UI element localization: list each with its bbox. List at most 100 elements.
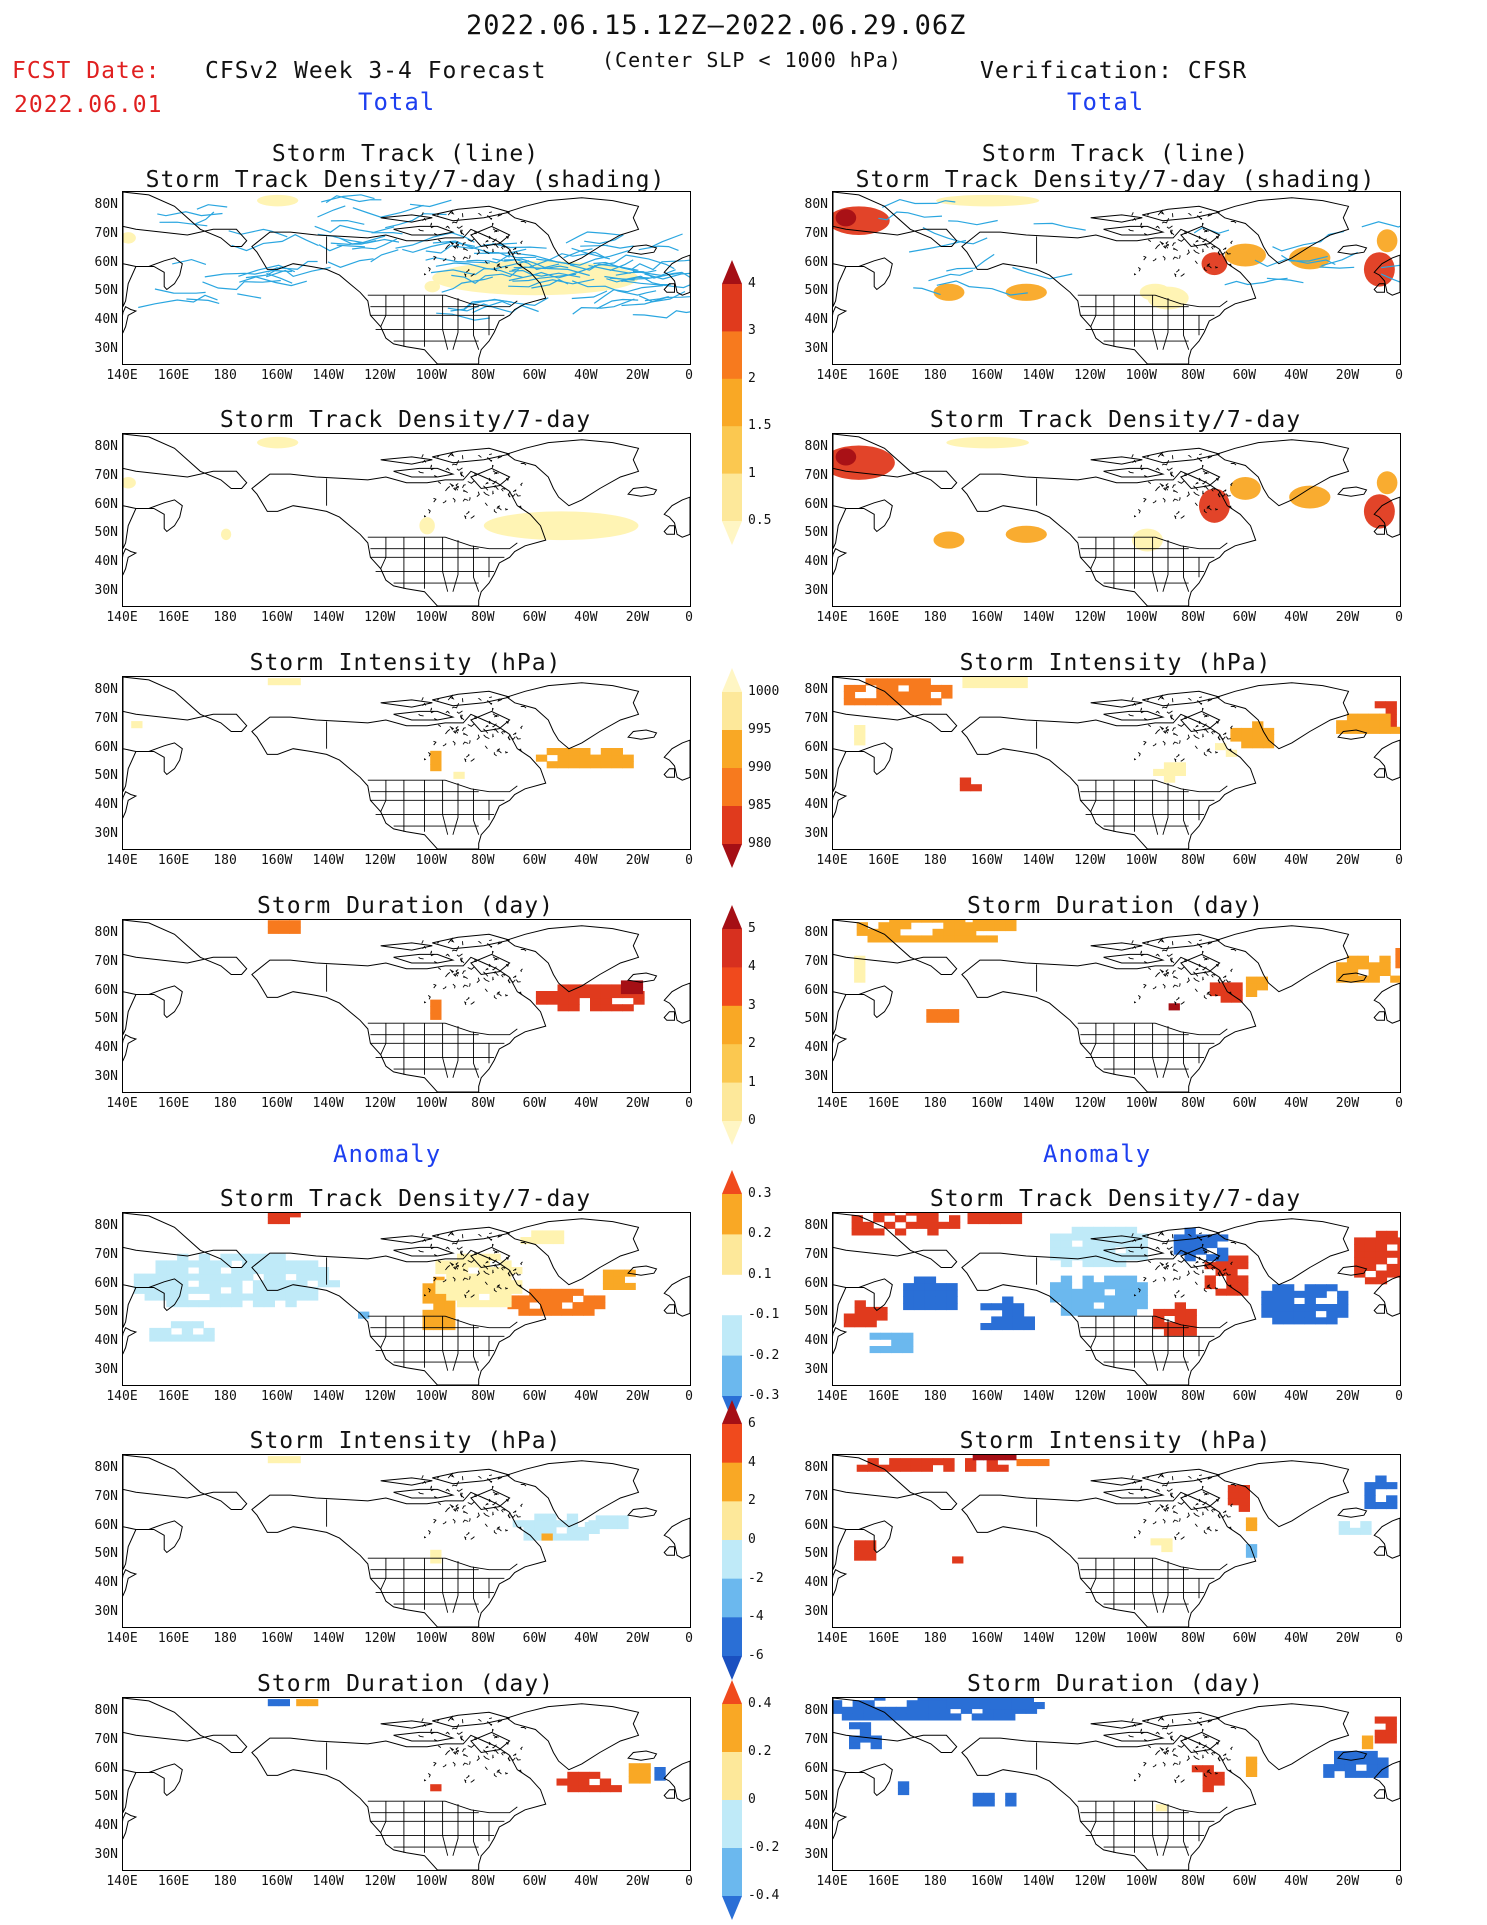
grid-cell-shading [467, 1260, 480, 1268]
coastline-detail [520, 1261, 523, 1265]
coastline-detail [484, 1502, 489, 1506]
grid-cell-shading [900, 920, 912, 923]
coastline-detail [488, 720, 492, 724]
coastline [380, 456, 433, 465]
grid-cell-shading [983, 1792, 995, 1800]
coastline-detail [493, 1749, 497, 1752]
coastline-detail [422, 1480, 427, 1484]
coastline [627, 729, 658, 740]
coastline-detail [1162, 255, 1166, 261]
grid-cell-shading [910, 1458, 923, 1466]
grid-cell-shading [430, 1006, 442, 1014]
left-panel-1-title: Storm Track (line) [271, 141, 540, 167]
storm-track-line [204, 269, 292, 278]
grid-cell-shading [220, 1253, 232, 1261]
coastline-detail [1199, 939, 1203, 941]
grid-cell-shading [1386, 1250, 1398, 1258]
lon-tick-label: 140W [312, 368, 344, 383]
coastline-detail [1148, 1260, 1152, 1264]
grid-cell-shading [568, 1004, 580, 1012]
coastline-detail [1194, 988, 1198, 993]
right-panel-4-title: Storm Duration (day) [967, 893, 1264, 919]
grid-cell-shading [978, 1213, 990, 1218]
lat-tick-label: 60N [94, 254, 118, 270]
coastline-detail [449, 969, 455, 973]
lon-tick-label: 80W [1181, 368, 1205, 383]
coastline-detail [456, 1731, 463, 1735]
grid-cell-shading [1364, 1250, 1377, 1258]
grid-cell-shading [972, 1792, 984, 1800]
coastline [961, 956, 1257, 1092]
grid-cell-shading [1227, 1491, 1240, 1499]
coastline-detail [502, 245, 506, 248]
grid-cell-shading [220, 1280, 232, 1288]
coastline-detail [493, 509, 497, 514]
coastline-detail [1170, 1250, 1173, 1256]
coastline-detail [1193, 1749, 1199, 1755]
coastline-detail [508, 1270, 511, 1277]
grid-cell-shading [611, 991, 623, 999]
colorbar-swatch [722, 1462, 742, 1502]
coastline-detail [1134, 1294, 1137, 1297]
coastline-detail [502, 1751, 506, 1754]
grid-cell-shading [897, 678, 910, 686]
coastline-detail [1218, 734, 1221, 741]
coastline-detail [1197, 700, 1202, 705]
colorbar-swatch [722, 929, 742, 968]
coastline-detail [1215, 508, 1218, 511]
lat-tick-label: 50N [94, 283, 118, 299]
coastline-detail [470, 273, 475, 277]
coastline-detail [1147, 698, 1150, 701]
grid-cell-shading [938, 1221, 950, 1229]
storm-track-line [314, 224, 395, 234]
grid-cell-shading [566, 1533, 579, 1541]
coastline-detail [489, 453, 493, 455]
grid-cell-shading [628, 1763, 640, 1771]
storm-track-line [1193, 226, 1230, 234]
colorbar-swatch [722, 1044, 742, 1084]
coastline-detail [1173, 758, 1177, 763]
grid-cell-shading [1385, 701, 1397, 709]
grid-cell-shading [863, 1706, 875, 1714]
grid-cell-shading [296, 1699, 308, 1707]
lat-tick-label: 30N [94, 1846, 118, 1862]
grid-cell-shading [500, 1300, 512, 1308]
colorbar-tick-label: 0 [748, 1792, 756, 1807]
grid-cell-shading [856, 922, 868, 930]
grid-cell-shading [913, 1276, 926, 1284]
grid-cell-shading [1136, 1288, 1148, 1296]
coastline-detail [434, 718, 438, 721]
coastline-detail [1132, 459, 1137, 463]
coastline-detail [1159, 1747, 1165, 1751]
grid-cell-shading [926, 1015, 938, 1023]
coastline-detail [474, 472, 477, 477]
coastline-detail [1159, 1231, 1165, 1236]
grid-cell-shading [1185, 1308, 1197, 1316]
coastline-detail [1215, 1772, 1218, 1775]
grid-cell-shading [1060, 1260, 1073, 1268]
coastline-detail [510, 493, 516, 497]
coastline-detail [1207, 263, 1211, 266]
left-map-panel-7 [122, 1697, 691, 1871]
coastline-detail [1152, 1764, 1157, 1768]
grid-cell-shading [422, 1323, 434, 1331]
coastline [505, 925, 640, 993]
grid-cell-shading [902, 1332, 914, 1340]
coastline-detail [462, 1277, 469, 1281]
storm-track-line [371, 231, 403, 235]
grid-cell-shading [446, 1273, 458, 1281]
state-border [473, 1031, 480, 1078]
state-border [1162, 540, 1169, 592]
state-border [1077, 1315, 1228, 1329]
lon-tick-label: 40W [574, 1874, 598, 1889]
grid-cell-shading [198, 1280, 211, 1288]
storm-track-line [447, 303, 539, 314]
coastline-detail [488, 1741, 492, 1745]
grid-cell-shading [285, 1293, 297, 1301]
density-shading [946, 436, 1029, 449]
grid-cell-shading [1226, 1282, 1238, 1290]
grid-cell-shading [430, 1012, 442, 1020]
right-anomaly-label: Anomaly [1043, 1140, 1152, 1168]
grid-cell-shading [568, 748, 580, 756]
coastline-detail [418, 1491, 424, 1495]
